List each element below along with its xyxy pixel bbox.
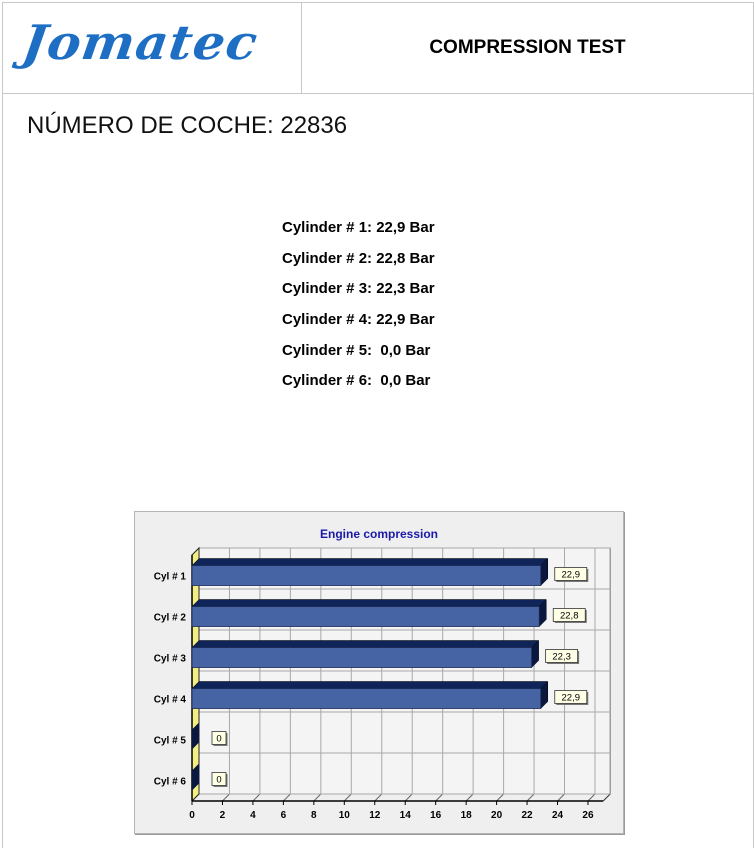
x-tick-label: 16 [430,810,442,821]
x-tick-label: 8 [311,810,317,821]
floor-gridline [435,793,444,802]
floor-gridline [602,793,611,802]
data-label-box [554,567,588,581]
cylinder-readings: Cylinder # 1: 22,9 Bar Cylinder # 2: 22,… [282,218,435,402]
data-label-box [211,731,227,745]
bar [191,688,542,709]
floor-gridline [374,793,383,802]
logo-cell: Jomatec [3,3,302,93]
bar-top-face [191,558,549,566]
bar-zero [192,722,199,750]
x-tick-label: 24 [552,810,564,821]
header-table: Jomatec COMPRESSION TEST [2,2,754,94]
bar-top-face [191,599,547,607]
cylinder-reading: Cylinder # 1: 22,9 Bar [282,219,435,236]
x-tick-label: 14 [400,810,412,821]
x-tick-label: 20 [491,810,503,821]
data-label: 22,8 [560,611,579,622]
floor-gridline [283,793,291,802]
data-label: 22,9 [562,693,581,704]
x-tick-label: 12 [369,810,381,821]
bar-top-face [191,640,540,648]
x-tick-label: 18 [461,810,473,821]
x-tick-label: 10 [339,810,351,821]
data-label: 22,9 [562,570,581,581]
chart-left-wall [191,546,200,803]
floor-gridline [252,793,261,802]
bar [191,647,533,668]
y-category-label: Cyl # 3 [154,654,187,665]
data-label-box [545,649,579,663]
chart-title: Engine compression [319,527,439,541]
x-tick-label: 2 [220,810,226,821]
floor-gridline [222,793,230,802]
bar-top-face [191,681,549,689]
cylinder-reading: Cylinder # 4: 22,9 Bar [282,311,435,329]
jomatec-logo: Jomatec [19,14,262,71]
data-label: 0 [216,775,221,786]
x-tick-label: 22 [521,810,533,821]
page-title: COMPRESSION TEST [429,37,626,58]
car-number: NÚMERO DE COCHE: 22836 [27,112,348,139]
floor-gridline [465,793,474,802]
bar-zero [192,763,199,791]
cylinder-reading: Cylinder # 3: 22,3 Bar [282,280,435,298]
floor-gridline [557,793,565,802]
x-tick-label: 0 [189,810,195,821]
data-label-box [554,690,588,704]
x-tick-label: 26 [582,810,594,821]
floor-gridline [526,793,535,802]
engine-compression-chart: Engine compression 0 2 4 6 8 10 12 14 16 18 20 22 24… [134,511,624,834]
bar [191,565,542,586]
floor-gridline [404,793,413,802]
y-category-label: Cyl # 6 [154,777,187,788]
floor-gridline [496,793,504,802]
y-category-label: Cyl # 5 [154,736,187,747]
data-label-box [552,608,586,622]
floor-gridline [343,793,352,802]
cylinder-reading: Cylinder # 2: 22,8 Bar [282,249,435,267]
x-tick-label: 6 [281,810,287,821]
data-label: 0 [216,734,221,745]
floor-gridline [587,793,596,802]
floor-gridline [313,793,322,802]
bar [191,606,540,627]
data-label: 22,3 [552,652,571,663]
data-label-box [211,772,227,786]
y-category-label: Cyl # 4 [154,695,187,706]
x-tick-label: 4 [250,810,256,821]
cylinder-reading: Cylinder # 5: 0,0 Bar [282,341,431,359]
cylinder-reading: Cylinder # 6: 0,0 Bar [282,372,431,390]
y-category-label: Cyl # 1 [154,572,187,583]
y-category-label: Cyl # 2 [154,613,187,624]
